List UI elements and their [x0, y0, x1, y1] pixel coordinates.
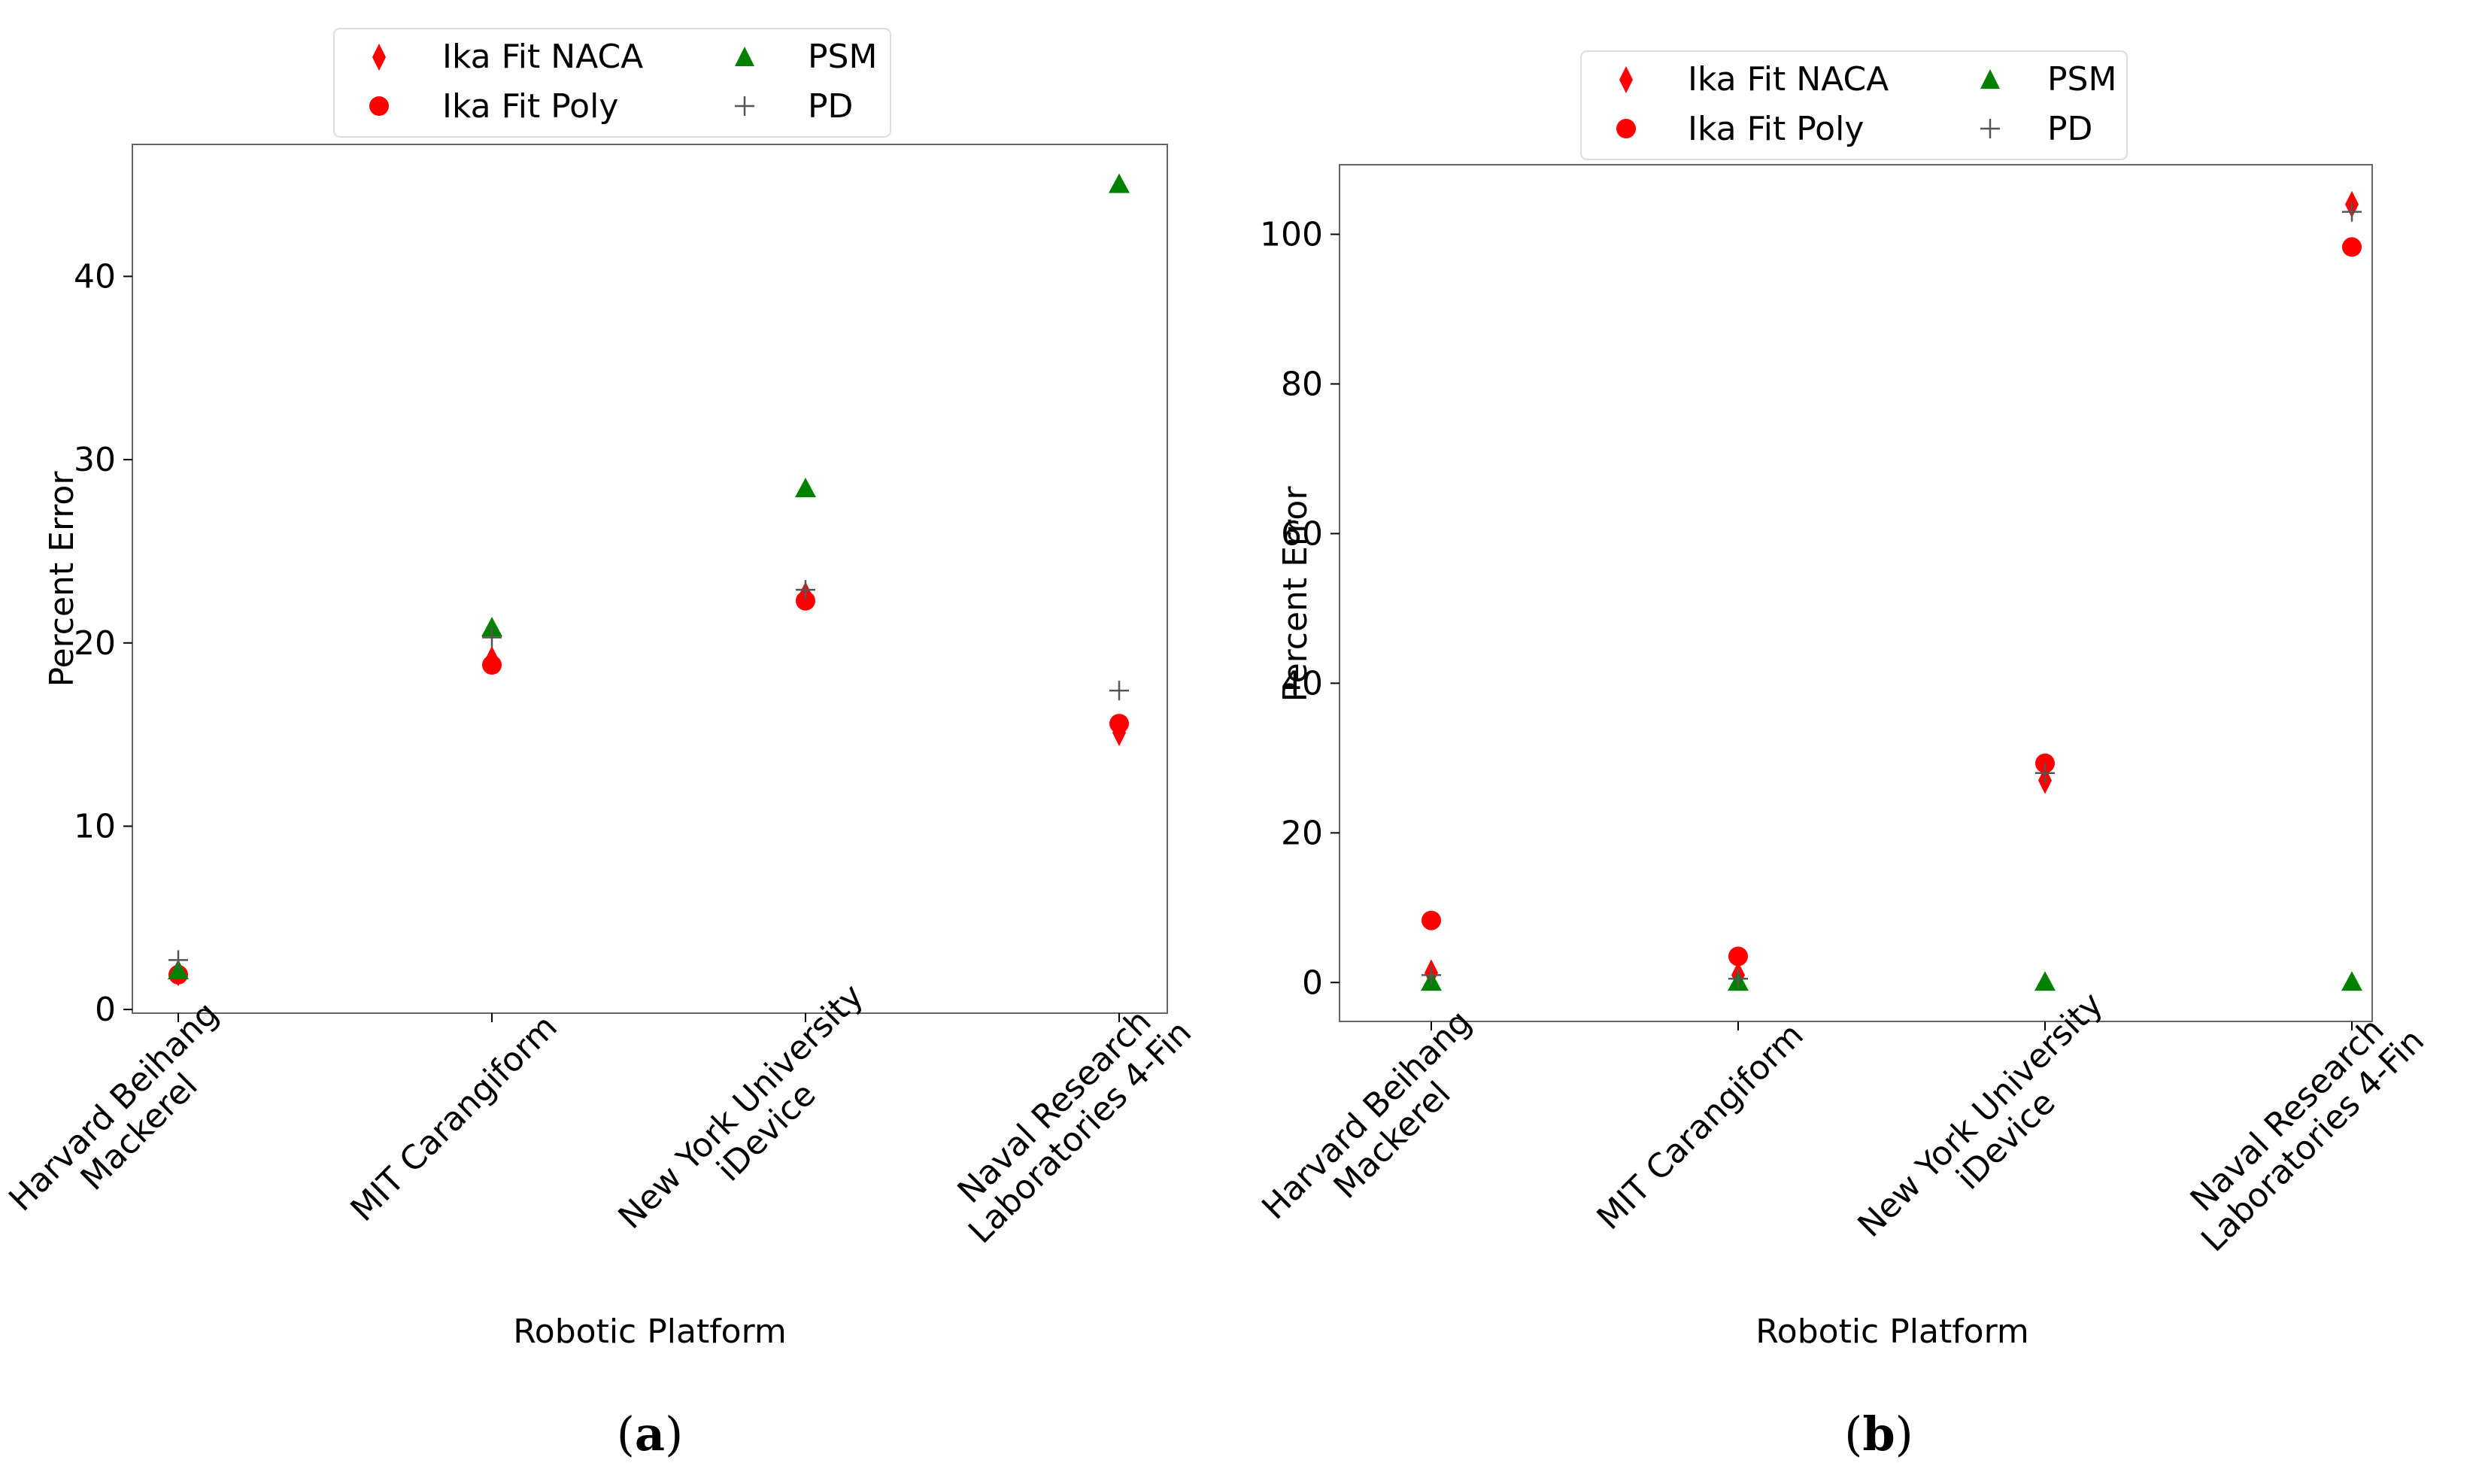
legend-b: Ika Fit NACA Ika Fit Poly PSM PD	[1580, 50, 2128, 160]
y-axis-label-a: Percent Error	[43, 471, 81, 687]
panel-caption-b: (b)	[1844, 1407, 1913, 1461]
marker-pd-b	[2342, 202, 2362, 222]
y-tick-label-b: 100	[1260, 216, 1323, 254]
marker-pd-a	[482, 627, 502, 648]
marker-poly-a	[796, 590, 815, 611]
y-tick-label-b: 60	[1281, 514, 1323, 553]
legend-b-psm-label: PSM	[2047, 60, 2116, 99]
legend-b-poly-label: Ika Fit Poly	[1688, 110, 1864, 148]
marker-pd-a	[168, 950, 188, 970]
x-axis-label-a: Robotic Platform	[513, 1313, 787, 1351]
legend-b-pd-marker	[1980, 119, 2000, 138]
y-tick-label-a: 10	[74, 807, 116, 845]
marker-pd-a	[1109, 681, 1129, 701]
y-tick-label-a: 0	[95, 991, 116, 1029]
y-axis-a: 0 10 20 30 40	[74, 257, 132, 1029]
y-axis-label-b: Percent Error	[1276, 486, 1315, 703]
legend-a-naca-label: Ika Fit NACA	[442, 38, 643, 76]
marker-psm-b	[2034, 971, 2056, 991]
marker-poly-b	[2342, 237, 2362, 257]
y-tick-label-b: 20	[1281, 814, 1323, 852]
panel-caption-a: (a)	[617, 1407, 684, 1461]
marker-psm-a	[795, 478, 816, 498]
marker-pd-b	[1422, 965, 1441, 985]
legend-a: Ika Fit NACA Ika Fit Poly PSM PD	[333, 28, 891, 138]
y-tick-label-a: 30	[74, 441, 116, 479]
y-tick-label-b: 0	[1302, 964, 1323, 1002]
scatter-marks-a	[168, 173, 1130, 987]
scatter-marks-b	[1421, 190, 2362, 991]
y-tick-label-b: 40	[1281, 664, 1323, 703]
legend-b-pd-label: PD	[2047, 110, 2092, 148]
legend-a-psm-label: PSM	[808, 38, 877, 76]
marker-psm-b	[2341, 971, 2362, 991]
marker-pd-a	[796, 580, 815, 600]
legend-a-pd-label: PD	[808, 87, 853, 126]
y-tick-label-a: 20	[74, 624, 116, 663]
legend-a-poly-label: Ika Fit Poly	[442, 87, 618, 126]
legend-a-pd-marker	[735, 96, 754, 116]
legend-b-naca-label: Ika Fit NACA	[1688, 60, 1889, 99]
y-tick-label-b: 80	[1281, 365, 1323, 403]
legend-a-psm-marker	[735, 47, 754, 66]
legend-b-naca-marker	[1619, 66, 1633, 93]
marker-poly-a	[1109, 714, 1129, 733]
plot-area-a	[132, 144, 1168, 1014]
marker-pd-b	[1728, 969, 1748, 989]
legend-b-psm-marker	[1980, 69, 2000, 89]
marker-poly-b	[1422, 910, 1441, 930]
marker-psm-a	[1109, 173, 1130, 193]
y-axis-b: 0 20 40 60 80 100	[1260, 216, 1340, 1002]
legend-b-poly-marker	[1616, 119, 1636, 138]
marker-psm-a	[481, 617, 502, 637]
legend-a-naca-marker	[372, 44, 386, 71]
marker-pd-b	[2035, 763, 2055, 783]
y-tick-label-a: 40	[74, 257, 116, 296]
plot-area-b	[1339, 164, 2373, 1022]
marker-poly-a	[482, 655, 502, 675]
x-axis-label-b: Robotic Platform	[1755, 1313, 2029, 1351]
legend-a-poly-marker	[369, 96, 389, 116]
marker-poly-b	[1728, 946, 1748, 967]
